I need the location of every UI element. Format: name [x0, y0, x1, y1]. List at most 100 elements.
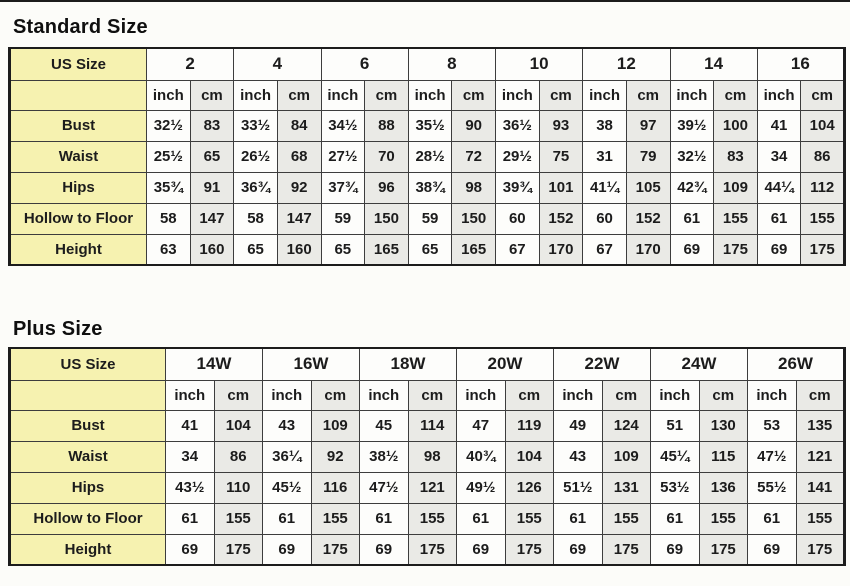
measurement-value-cell: 69	[756, 233, 802, 266]
measurement-value-cell: 36¾	[233, 171, 278, 204]
size-header-row: US Size 2 4 6 8 10 12 14 16	[9, 47, 846, 81]
measurement-value-cell: 104	[504, 440, 554, 473]
unit-header-cm: cm	[213, 379, 263, 411]
unit-header-inch: inch	[233, 79, 278, 111]
unit-header-inch: inch	[650, 379, 700, 411]
measurement-value-cell: 92	[276, 171, 322, 204]
size-header-row: US Size 14W 16W 18W 20W 22W 24W 26W	[9, 347, 845, 381]
measurement-value-cell: 114	[407, 409, 457, 442]
size-header-cell: 12	[582, 47, 671, 81]
measurement-value-cell: 83	[713, 140, 758, 173]
unit-header-cm: cm	[800, 79, 845, 111]
measurement-value-cell: 70	[364, 140, 409, 173]
measurement-value-cell: 47	[456, 409, 506, 442]
measurement-value-cell: 98	[407, 440, 457, 473]
measurement-value-cell: 45¼	[650, 440, 700, 473]
unit-header-cm: cm	[601, 379, 651, 411]
measurement-value-cell: 160	[276, 233, 322, 266]
measurement-value-cell: 34	[756, 140, 802, 173]
measurement-row: Waist 34 86 36¼ 92 38½ 98 40¾ 104 43 109 45¼ 115 47½ 1…	[9, 440, 845, 473]
measurement-value-cell: 69	[456, 533, 506, 566]
measurement-value-cell: 59	[320, 202, 366, 235]
measurement-value-cell: 92	[310, 440, 360, 473]
unit-header-inch: inch	[165, 379, 215, 411]
measurement-value-cell: 170	[538, 233, 584, 266]
corner-cell-us-size: US Size	[9, 347, 166, 381]
measurement-value-cell: 165	[364, 233, 409, 266]
unit-header-row: inch cm inch cm inch cm inch cm inch cm inch cm inch…	[9, 79, 845, 111]
unit-header-inch: inch	[320, 79, 366, 111]
measurement-value-cell: 37¾	[320, 171, 366, 204]
unit-header-inch: inch	[553, 379, 603, 411]
measurement-value-cell: 86	[213, 440, 263, 473]
size-header-cell: 6	[320, 47, 409, 81]
size-header-cell: 20W	[456, 347, 554, 381]
measurement-value-cell: 61	[669, 202, 715, 235]
measurement-value-cell: 51	[650, 409, 700, 442]
corner-cell-us-size: US Size	[9, 47, 147, 81]
measurement-row: Height 69 175 69 175 69 175 69 175 69 175 69 175 69 17…	[9, 533, 845, 566]
unit-header-cm: cm	[276, 79, 322, 111]
size-header-cell: 26W	[747, 347, 845, 381]
measurement-value-cell: 155	[407, 502, 457, 535]
measurement-value-cell: 126	[504, 471, 554, 504]
unit-header-inch: inch	[262, 379, 312, 411]
measurement-value-cell: 121	[407, 471, 457, 504]
measurement-value-cell: 69	[262, 533, 312, 566]
measurement-row-label: Hollow to Floor	[9, 202, 147, 235]
unit-header-inch: inch	[146, 79, 191, 111]
measurement-value-cell: 175	[713, 233, 758, 266]
measurement-value-cell: 61	[756, 202, 802, 235]
measurement-value-cell: 38	[582, 109, 627, 142]
size-header-cell: 16	[756, 47, 846, 81]
measurement-value-cell: 33½	[233, 109, 278, 142]
measurement-value-cell: 97	[625, 109, 671, 142]
measurement-row-label: Waist	[9, 140, 147, 173]
measurement-row: Bust 41 104 43 109 45 114 47 119 49 124 51 130 53 135	[9, 409, 845, 442]
measurement-value-cell: 39½	[669, 109, 715, 142]
measurement-value-cell: 175	[698, 533, 748, 566]
measurement-row-label: Hips	[9, 171, 147, 204]
measurement-value-cell: 61	[262, 502, 312, 535]
size-header-cell: 14	[669, 47, 758, 81]
measurement-value-cell: 150	[364, 202, 409, 235]
measurement-value-cell: 69	[669, 233, 715, 266]
measurement-value-cell: 155	[601, 502, 651, 535]
measurement-value-cell: 136	[698, 471, 748, 504]
measurement-value-cell: 110	[213, 471, 263, 504]
unit-header-inch: inch	[582, 79, 627, 111]
unit-header-inch: inch	[407, 79, 453, 111]
measurement-value-cell: 115	[698, 440, 748, 473]
measurement-value-cell: 61	[650, 502, 700, 535]
measurement-value-cell: 40¾	[456, 440, 506, 473]
measurement-value-cell: 34	[165, 440, 215, 473]
unit-header-inch: inch	[359, 379, 409, 411]
measurement-value-cell: 86	[800, 140, 845, 173]
unit-header-cm: cm	[310, 379, 360, 411]
top-border-line	[0, 0, 850, 2]
measurement-value-cell: 105	[625, 171, 671, 204]
measurement-row-label: Bust	[9, 409, 166, 442]
measurement-value-cell: 36¼	[262, 440, 312, 473]
unit-header-cm: cm	[407, 379, 457, 411]
measurement-value-cell: 72	[451, 140, 496, 173]
standard-size-title: Standard Size	[13, 16, 148, 38]
measurement-value-cell: 35½	[407, 109, 453, 142]
measurement-row: Hollow to Floor 61 155 61 155 61 155 61 155 61 155…	[9, 502, 845, 535]
measurement-value-cell: 44¼	[756, 171, 802, 204]
measurement-row: Height 63 160 65 160 65 165 65 165 67 170 67 170 69 17…	[9, 233, 845, 266]
measurement-value-cell: 155	[713, 202, 758, 235]
unit-header-cm: cm	[795, 379, 845, 411]
measurement-value-cell: 152	[538, 202, 584, 235]
measurement-value-cell: 32½	[669, 140, 715, 173]
measurement-value-cell: 42¾	[669, 171, 715, 204]
measurement-value-cell: 65	[189, 140, 235, 173]
unit-header-inch: inch	[456, 379, 506, 411]
unit-header-cm: cm	[451, 79, 496, 111]
measurement-value-cell: 175	[601, 533, 651, 566]
measurement-value-cell: 26½	[233, 140, 278, 173]
measurement-value-cell: 175	[800, 233, 845, 266]
measurement-value-cell: 67	[582, 233, 627, 266]
unit-header-cm: cm	[713, 79, 758, 111]
measurement-value-cell: 41	[165, 409, 215, 442]
